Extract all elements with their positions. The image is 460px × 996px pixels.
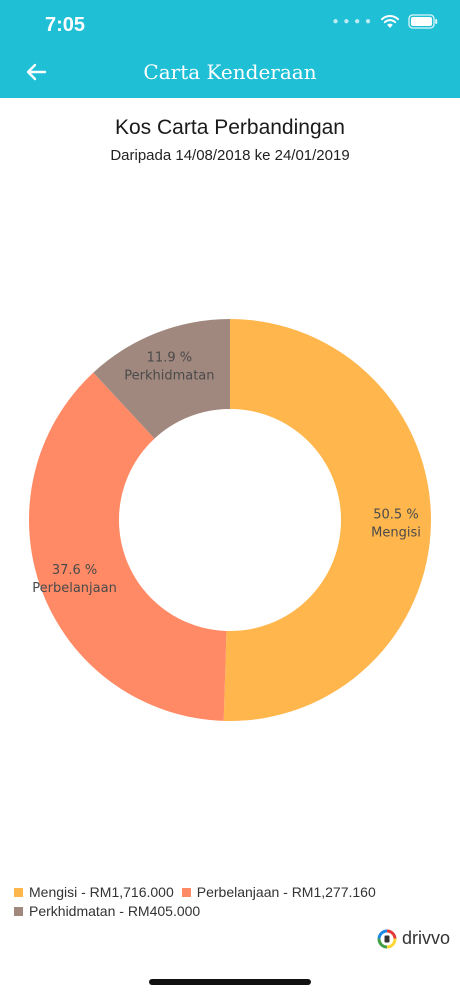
- legend-row-1: Mengisi - RM1,716.000 Perbelanjaan - RM1…: [14, 883, 454, 902]
- brand-name: drivvo: [401, 928, 450, 948]
- donut-inner-ring: [119, 409, 341, 631]
- legend-swatch-perkhidmatan: [14, 907, 23, 916]
- slice-name-label-perbelanjaan: Perbelanjaan: [32, 581, 117, 596]
- legend-label-mengisi: Mengisi - RM1,716.000: [29, 884, 174, 900]
- legend-item-perkhidmatan: Perkhidmatan - RM405.000: [14, 902, 200, 921]
- drivvo-logo-icon: [377, 929, 397, 948]
- status-time: 7:05: [45, 14, 86, 36]
- donut-chart-svg: 50.5 % Mengisi 37.6 % Perbelanjaan 11.9 % Per…: [28, 319, 431, 721]
- legend-item-perbelanjaan: Perbelanjaan - RM1,277.160: [181, 883, 376, 902]
- legend-swatch-mengisi: [14, 888, 23, 897]
- donut-chart[interactable]: 50.5 % Mengisi 37.6 % Perbelanjaan 11.9 % Per…: [0, 300, 460, 740]
- slice-percent-label-perkhidmatan: 11.9 %: [147, 350, 192, 365]
- legend-label-perbelanjaan: Perbelanjaan - RM1,277.160: [196, 884, 376, 900]
- battery-icon: [408, 14, 438, 29]
- wifi-icon: [381, 15, 399, 28]
- status-icons: ● ● ● ●: [333, 14, 439, 29]
- slice-percent-label-mengisi: 50.5 %: [373, 508, 418, 523]
- legend-swatch-perbelanjaan: [181, 888, 191, 897]
- donut-slice-perbelanjaan[interactable]: [28, 372, 227, 721]
- slice-percent-label-perbelanjaan: 37.6 %: [52, 563, 97, 578]
- top-bar: 7:05 ● ● ● ● Carta Kenderaan: [0, 0, 460, 98]
- donut-slice-perkhidmatan[interactable]: [93, 319, 230, 439]
- arrow-left-icon: [26, 63, 47, 81]
- slice-name-label-perkhidmatan: Perkhidmatan: [124, 368, 214, 383]
- home-indicator[interactable]: [149, 979, 311, 985]
- donut-slice-mengisi[interactable]: [223, 319, 431, 721]
- signal-dots-icon: ● ● ● ●: [332, 16, 372, 27]
- donut-hole: [130, 420, 330, 620]
- legend-row-2: Perkhidmatan - RM405.000: [14, 902, 454, 921]
- app-bar-title: Carta Kenderaan: [143, 60, 317, 84]
- chart-subtitle: Daripada 14/08/2018 ke 24/01/2019: [110, 147, 350, 164]
- chart-title: Kos Carta Perbandingan: [115, 116, 345, 139]
- legend-item-mengisi: Mengisi - RM1,716.000: [14, 883, 174, 902]
- legend-label-perkhidmatan: Perkhidmatan - RM405.000: [29, 903, 201, 919]
- back-button[interactable]: [22, 58, 50, 86]
- brand: drivvo: [377, 928, 450, 949]
- chart-legend: Mengisi - RM1,716.000 Perbelanjaan - RM1…: [14, 883, 454, 921]
- slice-name-label-mengisi: Mengisi: [371, 526, 421, 541]
